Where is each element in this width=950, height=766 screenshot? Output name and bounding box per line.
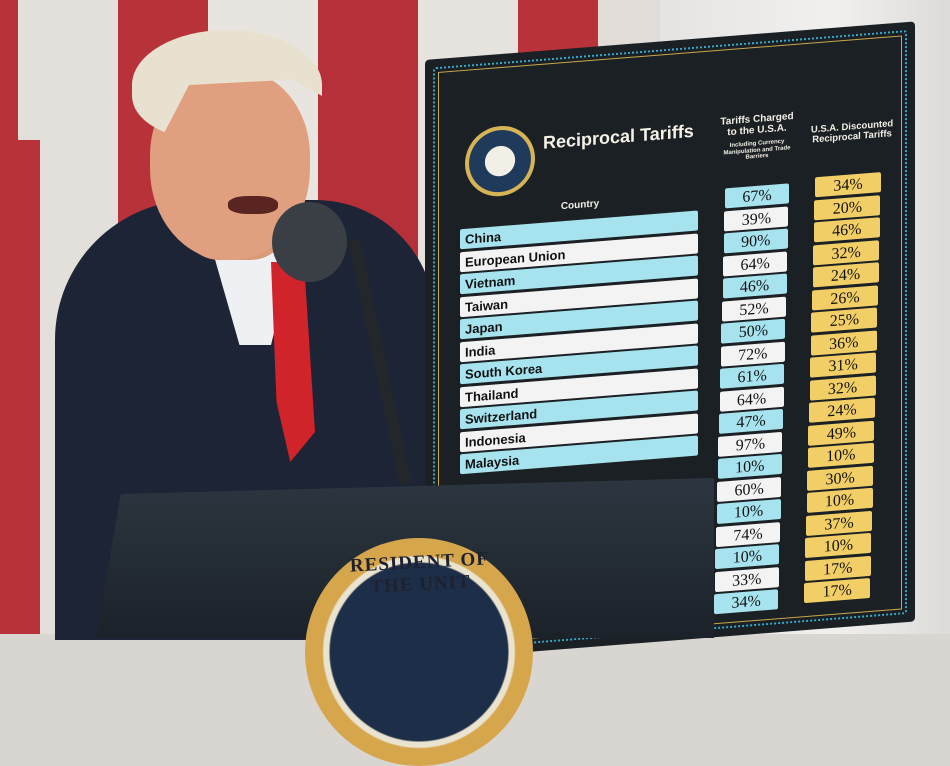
charged-value: 47% bbox=[719, 408, 783, 434]
charged-value: 64% bbox=[719, 386, 784, 412]
discounted-value: 24% bbox=[809, 397, 875, 423]
discounted-value: 17% bbox=[804, 577, 871, 604]
microphone bbox=[272, 202, 347, 282]
discounted-value: 17% bbox=[804, 555, 871, 581]
charged-value: 50% bbox=[721, 318, 786, 344]
discounted-value: 30% bbox=[807, 465, 874, 491]
discounted-value: 32% bbox=[809, 375, 876, 401]
charged-value: 33% bbox=[714, 566, 779, 592]
charged-value: 10% bbox=[716, 499, 781, 525]
country-header: Country bbox=[560, 198, 600, 213]
discounted-value: 10% bbox=[805, 532, 872, 559]
presidential-seal-icon bbox=[465, 123, 535, 199]
discounted-value: 31% bbox=[810, 352, 877, 378]
discounted-value: 26% bbox=[812, 284, 878, 311]
discounted-value: 10% bbox=[807, 442, 874, 468]
charged-value: 10% bbox=[717, 453, 782, 479]
charged-value: 52% bbox=[722, 296, 786, 322]
charged-value: 60% bbox=[717, 476, 782, 502]
discounted-value: 32% bbox=[813, 239, 880, 265]
charged-value: 90% bbox=[723, 228, 788, 254]
charged-value: 61% bbox=[720, 363, 785, 389]
discounted-value: 34% bbox=[815, 172, 881, 198]
charged-value: 64% bbox=[723, 250, 788, 277]
charged-value: 34% bbox=[714, 589, 779, 615]
board-title: Reciprocal Tariffs bbox=[543, 120, 694, 153]
discounted-value: 25% bbox=[811, 307, 878, 333]
discounted-value: 46% bbox=[813, 217, 880, 243]
charged-value: 39% bbox=[724, 205, 789, 231]
discounted-value: 20% bbox=[814, 194, 881, 220]
charged-subheader: Including Currency Manipulation and Trad… bbox=[723, 138, 791, 161]
charged-value: 74% bbox=[716, 521, 780, 547]
podium-seal-text: RESIDENT OF THE UNIT bbox=[349, 548, 490, 598]
discounted-value: 49% bbox=[808, 420, 875, 446]
discounted-value: 37% bbox=[806, 510, 872, 536]
charged-value: 97% bbox=[718, 431, 783, 457]
discounted-value: 10% bbox=[806, 487, 873, 513]
charged-value: 10% bbox=[715, 544, 780, 570]
mouth bbox=[228, 196, 278, 214]
charged-value: 72% bbox=[720, 341, 785, 367]
charged-value: 67% bbox=[725, 183, 789, 209]
charged-header: Tariffs Charged to the U.S.A. bbox=[720, 110, 794, 139]
discounted-header: U.S.A. Discounted Reciprocal Tariffs bbox=[810, 118, 894, 146]
discounted-value: 36% bbox=[810, 329, 877, 356]
charged-value: 46% bbox=[722, 273, 787, 299]
discounted-value: 24% bbox=[812, 262, 879, 288]
